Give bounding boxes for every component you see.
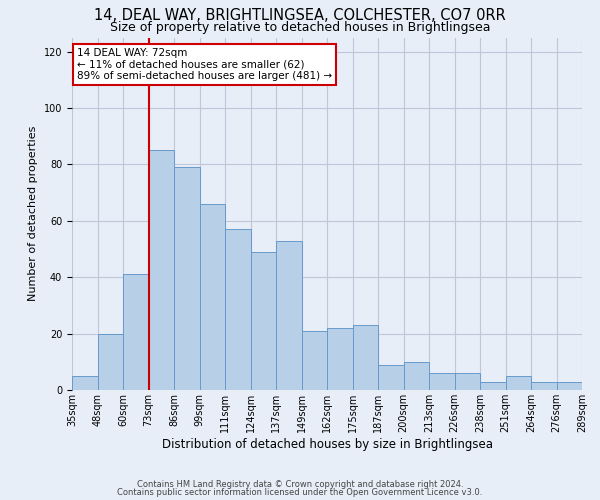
Bar: [302, 331, 327, 390]
Bar: [531, 382, 557, 390]
Text: Contains HM Land Registry data © Crown copyright and database right 2024.: Contains HM Land Registry data © Crown c…: [137, 480, 463, 489]
Bar: [378, 364, 404, 390]
Text: 14, DEAL WAY, BRIGHTLINGSEA, COLCHESTER, CO7 0RR: 14, DEAL WAY, BRIGHTLINGSEA, COLCHESTER,…: [94, 8, 506, 22]
Bar: [404, 362, 429, 390]
Text: Size of property relative to detached houses in Brightlingsea: Size of property relative to detached ho…: [110, 21, 490, 34]
Bar: [557, 382, 582, 390]
Bar: [174, 167, 199, 390]
Y-axis label: Number of detached properties: Number of detached properties: [28, 126, 38, 302]
Text: 14 DEAL WAY: 72sqm
← 11% of detached houses are smaller (62)
89% of semi-detache: 14 DEAL WAY: 72sqm ← 11% of detached hou…: [77, 48, 332, 82]
Bar: [455, 373, 480, 390]
Bar: [353, 325, 378, 390]
Bar: [97, 334, 123, 390]
Bar: [505, 376, 531, 390]
X-axis label: Distribution of detached houses by size in Brightlingsea: Distribution of detached houses by size …: [161, 438, 493, 450]
Bar: [199, 204, 225, 390]
Bar: [251, 252, 276, 390]
Bar: [149, 150, 174, 390]
Text: Contains public sector information licensed under the Open Government Licence v3: Contains public sector information licen…: [118, 488, 482, 497]
Bar: [276, 240, 302, 390]
Bar: [327, 328, 353, 390]
Bar: [72, 376, 97, 390]
Bar: [429, 373, 455, 390]
Bar: [480, 382, 505, 390]
Bar: [225, 230, 251, 390]
Bar: [123, 274, 149, 390]
